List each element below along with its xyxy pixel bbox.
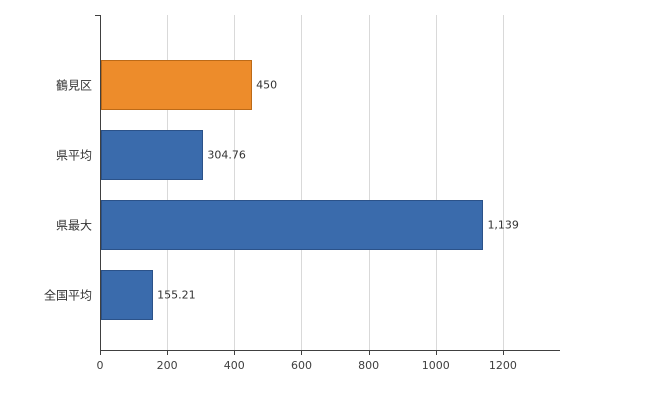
category-label: 鶴見区	[55, 78, 92, 93]
gridline	[301, 15, 303, 350]
y-axis-top-tick	[95, 15, 100, 16]
x-tick-label: 1200	[488, 359, 517, 372]
x-tick-label: 600	[290, 359, 312, 372]
x-tick-label: 1000	[421, 359, 450, 372]
x-axis-line	[100, 350, 560, 351]
category-label: 全国平均	[43, 288, 92, 303]
x-axis-tick	[502, 351, 504, 355]
bar-0	[101, 60, 253, 110]
y-axis-line	[100, 15, 101, 350]
bar-value-label: 155.21	[157, 288, 196, 302]
bar-value-label: 450	[256, 78, 278, 92]
x-tick-label: 400	[223, 359, 245, 372]
bar-1	[101, 130, 204, 180]
gridline	[435, 15, 437, 350]
x-axis-tick	[167, 351, 169, 355]
bar-value-label: 304.76	[207, 148, 246, 162]
x-axis-tick	[234, 351, 236, 355]
x-axis-tick	[100, 351, 101, 355]
bar-2	[101, 200, 484, 250]
x-axis-tick	[301, 351, 303, 355]
gridline	[167, 15, 169, 350]
x-tick-label: 200	[156, 359, 178, 372]
gridline	[234, 15, 236, 350]
gridline	[368, 15, 370, 350]
x-tick-label: 0	[96, 359, 104, 372]
x-axis-tick	[435, 351, 437, 355]
bar-value-label: 1,139	[487, 218, 519, 232]
category-label: 県平均	[55, 148, 92, 163]
bar-3	[101, 270, 154, 320]
x-axis-tick	[368, 351, 370, 355]
category-label: 県最大	[55, 218, 92, 233]
x-tick-label: 800	[358, 359, 380, 372]
gridline	[502, 15, 504, 350]
